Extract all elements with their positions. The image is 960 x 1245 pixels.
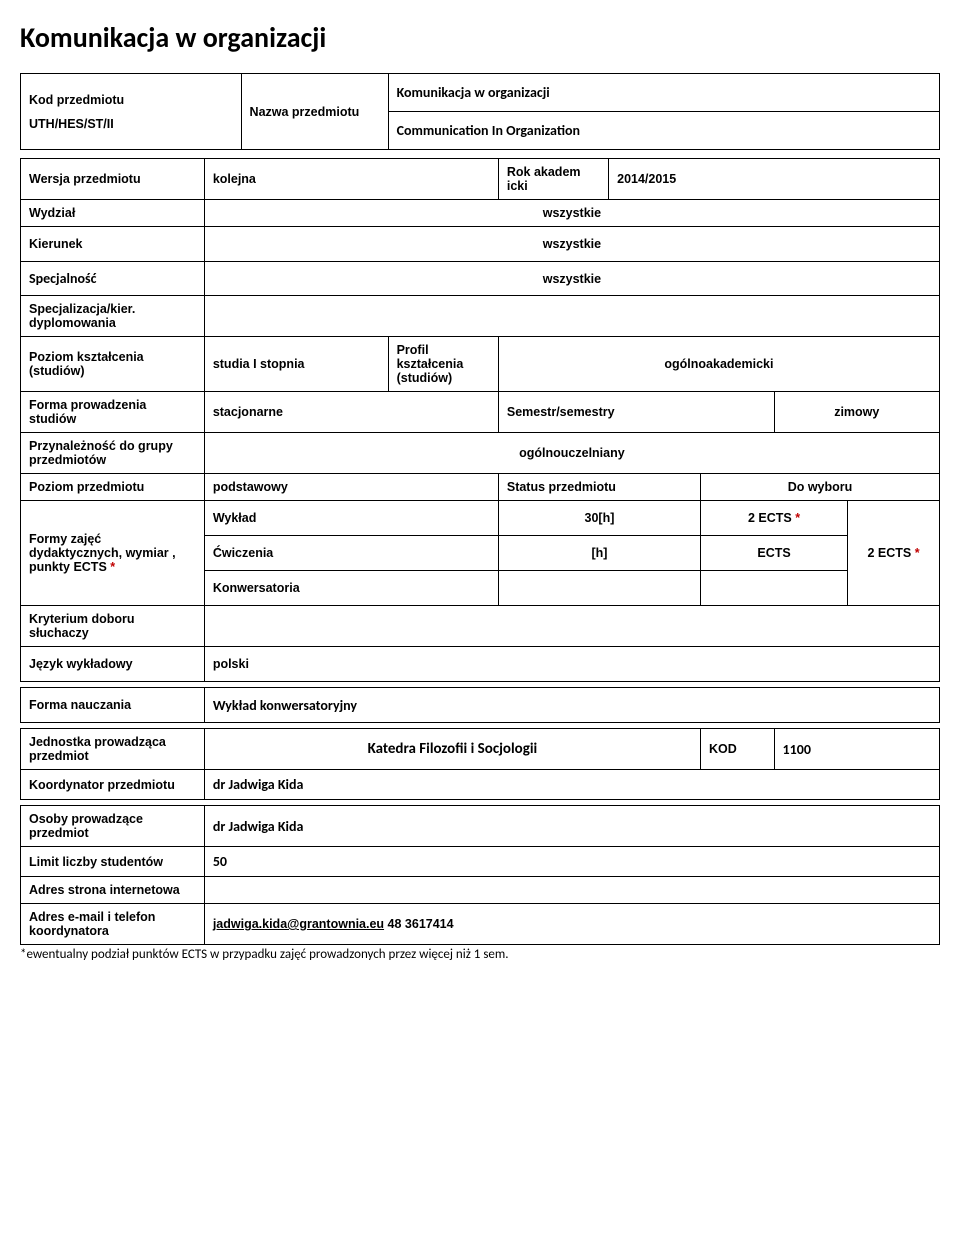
cwiczenia-hours: [h] (498, 536, 700, 571)
specjalnosc-label: Specjalność (21, 262, 205, 296)
jednostka-label: Jednostka prowadząca przedmiot (21, 729, 205, 770)
footnote: *ewentualny podział punktów ECTS w przyp… (20, 947, 940, 962)
main-table: Wersja przedmiotu kolejna Rok akadem ick… (20, 158, 940, 945)
forma-naucz-val: Wykład konwersatoryjny (204, 688, 939, 723)
profil-label: Profil kształcenia (studiów) (388, 337, 498, 392)
name-en: Communication In Organization (388, 112, 939, 150)
konwersatoria-hours (498, 571, 700, 606)
adres-www-val (204, 877, 939, 904)
wersja-label: Wersja przedmiotu (21, 159, 205, 200)
forma-naucz-label: Forma nauczania (21, 688, 205, 723)
poziom-prz-val: podstawowy (204, 474, 498, 501)
kod-label: Kod przedmiotu (29, 93, 233, 107)
poziom-prz-label: Poziom przedmiotu (21, 474, 205, 501)
wersja-val: kolejna (204, 159, 498, 200)
formy-label: Formy zajęć dydaktycznych, wymiar , punk… (29, 532, 176, 574)
kod-przedmiotu-cell: Kod przedmiotu UTH/HES/ST/II (21, 74, 242, 150)
limit-label: Limit liczby studentów (21, 847, 205, 877)
status-val: Do wyboru (701, 474, 940, 501)
kod-value: UTH/HES/ST/II (29, 117, 233, 131)
adres-email-tel: 48 3617414 (384, 917, 454, 931)
kod-label: KOD (701, 729, 775, 770)
wydzial-label: Wydział (21, 200, 205, 227)
name-pl: Komunikacja w organizacji (388, 74, 939, 112)
osoby-label: Osoby prowadzące przedmiot (21, 806, 205, 847)
jezyk-label: Język wykładowy (21, 647, 205, 682)
forma-prow-label: Forma prowadzenia studiów (21, 392, 205, 433)
wyklad-ects-star: * (795, 511, 800, 525)
wydzial-val: wszystkie (204, 200, 939, 227)
specjalnosc-val: wszystkie (204, 262, 939, 296)
przynaleznosc-label: Przynależność do grupy przedmiotów (21, 433, 205, 474)
koordynator-val: dr Jadwiga Kida (204, 770, 939, 800)
kierunek-val: wszystkie (204, 227, 939, 262)
wyklad-hours: 30[h] (498, 501, 700, 536)
jezyk-val: polski (204, 647, 939, 682)
cwiczenia-ects: ECTS (701, 536, 848, 571)
kierunek-label: Kierunek (21, 227, 205, 262)
rok-label: Rok akadem icki (498, 159, 608, 200)
specjalizacja-val (204, 296, 939, 337)
osoby-val: dr Jadwiga Kida (204, 806, 939, 847)
limit-val: 50 (204, 847, 939, 877)
forma-prow-val: stacjonarne (204, 392, 498, 433)
formy-star: * (110, 560, 115, 574)
outer-ects-cell: 2 ECTS * (848, 501, 940, 606)
kod-val: 1100 (774, 729, 939, 770)
adres-email-link[interactable]: jadwiga.kida@grantownia.eu (213, 917, 384, 931)
outer-ects: 2 ECTS (867, 546, 914, 560)
rok-val: 2014/2015 (609, 159, 940, 200)
adres-email-label: Adres e-mail i telefon koordynatora (21, 904, 205, 945)
cwiczenia-name: Ćwiczenia (204, 536, 498, 571)
kryterium-label: Kryterium doboru słuchaczy (21, 606, 205, 647)
wyklad-name: Wykład (204, 501, 498, 536)
adres-www-label: Adres strona internetowa (21, 877, 205, 904)
konwersatoria-ects (701, 571, 848, 606)
page-title: Komunikacja w organizacji (20, 20, 940, 55)
wyklad-ects-cell: 2 ECTS * (701, 501, 848, 536)
semestr-val: zimowy (774, 392, 939, 433)
adres-email-cell: jadwiga.kida@grantownia.eu 48 3617414 (204, 904, 939, 945)
jednostka-val: Katedra Filozofii i Socjologii (204, 729, 700, 770)
nazwa-label: Nazwa przedmiotu (241, 74, 388, 150)
poziom-ksz-val: studia I stopnia (204, 337, 388, 392)
kryterium-val (204, 606, 939, 647)
outer-ects-star: * (915, 546, 920, 560)
konwersatoria-name: Konwersatoria (204, 571, 498, 606)
semestr-label: Semestr/semestry (498, 392, 774, 433)
specjalizacja-label: Specjalizacja/kier. dyplomowania (21, 296, 205, 337)
header-table: Kod przedmiotu UTH/HES/ST/II Nazwa przed… (20, 73, 940, 150)
formy-label-cell: Formy zajęć dydaktycznych, wymiar , punk… (21, 501, 205, 606)
wyklad-ects: 2 ECTS (748, 511, 795, 525)
profil-val: ogólnoakademicki (498, 337, 939, 392)
przynaleznosc-val: ogólnouczelniany (204, 433, 939, 474)
poziom-ksz-label: Poziom kształcenia (studiów) (21, 337, 205, 392)
status-label: Status przedmiotu (498, 474, 700, 501)
koordynator-label: Koordynator przedmiotu (21, 770, 205, 800)
